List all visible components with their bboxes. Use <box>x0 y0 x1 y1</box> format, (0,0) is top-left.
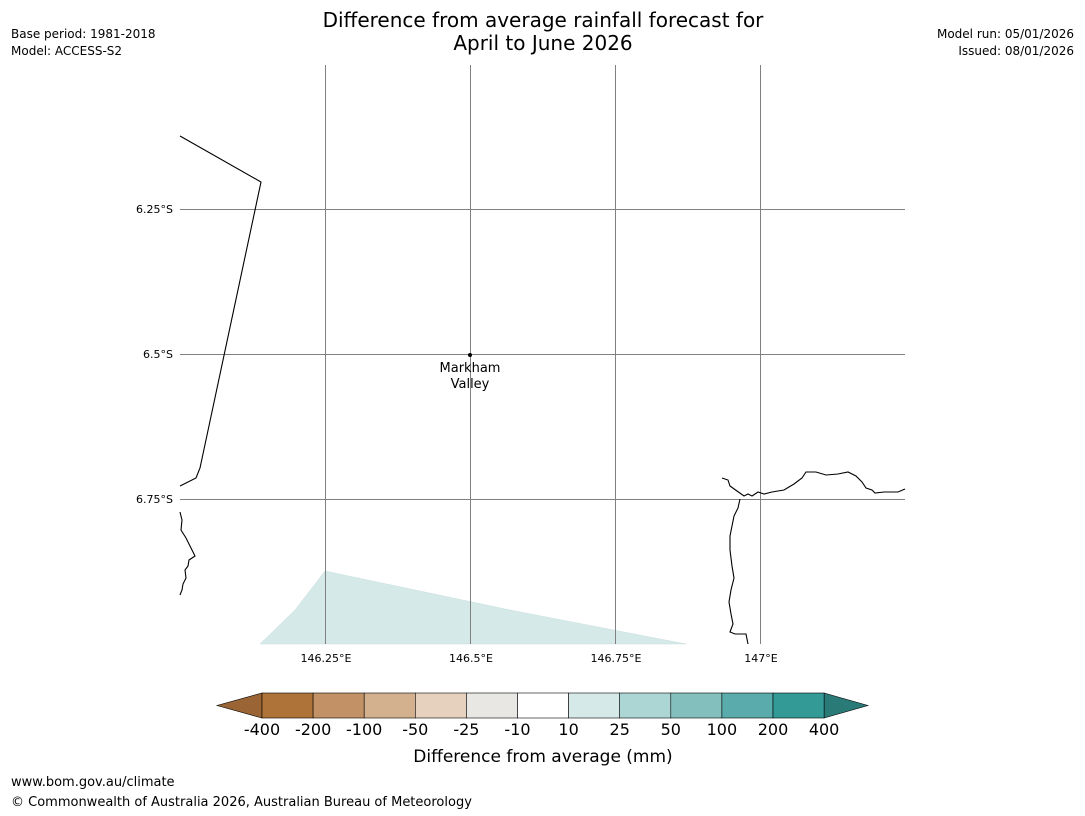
colorbar-tick-label: -400 <box>244 720 280 739</box>
colorbar-swatch <box>670 692 723 719</box>
colorbar-tick-label: -100 <box>346 720 382 739</box>
lon-label: 147°E <box>744 652 777 665</box>
lon-label: 146.75°E <box>591 652 642 665</box>
colorbar-swatch <box>517 692 569 719</box>
colorbar-extend-low <box>215 692 263 719</box>
coastline-southwest <box>179 511 196 596</box>
issued-text: Issued: 08/01/2026 <box>958 44 1074 58</box>
place-label-line1: Markham <box>440 361 501 376</box>
coastline-east <box>721 471 906 497</box>
colorbar-extend-high <box>823 692 870 719</box>
forecast-shaded-region <box>259 570 687 645</box>
lat-label: 6.25°S <box>136 203 173 216</box>
colorbar-swatch <box>772 692 825 719</box>
chart-title-line2: April to June 2026 <box>453 31 633 55</box>
lon-label: 146.5°E <box>449 652 493 665</box>
meta-right: Model run: 05/01/2026 Issued: 08/01/2026 <box>937 26 1074 60</box>
colorbar-tick-label: 50 <box>661 720 681 739</box>
base-period-text: Base period: 1981-2018 <box>11 27 156 41</box>
gridlines <box>180 65 905 644</box>
colorbar-swatch <box>619 692 672 719</box>
colorbar-tick-label: 25 <box>610 720 630 739</box>
chart-title-line1: Difference from average rainfall forecas… <box>322 8 764 32</box>
colorbar-swatch <box>568 692 620 719</box>
model-run-text: Model run: 05/01/2026 <box>936 27 1074 41</box>
meta-left: Base period: 1981-2018 Model: ACCESS-S2 <box>11 26 156 60</box>
model-text: Model: ACCESS-S2 <box>11 44 123 58</box>
coastlines <box>179 135 906 645</box>
colorbar-swatch <box>721 692 774 719</box>
colorbar-title: Difference from average (mm) <box>413 747 672 767</box>
colorbar-tick-label: -50 <box>402 720 428 739</box>
colorbar-tick-label: 400 <box>809 720 840 739</box>
boundary-line-west <box>179 135 262 487</box>
place-marker-dot <box>468 353 472 357</box>
colorbar-tick-label: -200 <box>295 720 331 739</box>
colorbar-swatch <box>261 692 314 719</box>
colorbar-tick-label: -25 <box>453 720 479 739</box>
coastline-east-south <box>728 498 749 645</box>
colorbar-tick-label: 200 <box>758 720 789 739</box>
colorbar-tick-label: 10 <box>558 720 578 739</box>
colorbar-swatch <box>414 692 467 719</box>
colorbar-swatch <box>466 692 518 719</box>
lat-label: 6.5°S <box>143 348 173 361</box>
footer-url: www.bom.gov.au/climate <box>11 775 175 790</box>
colorbar-tick-label: -10 <box>504 720 530 739</box>
colorbar-swatch <box>363 692 416 719</box>
lat-label: 6.75°S <box>136 493 173 506</box>
colorbar-tick-label: 100 <box>707 720 738 739</box>
lon-label: 146.25°E <box>301 652 352 665</box>
colorbar: -400 -200 -100 -50 -25 -10 10 25 50 100 200 400 <box>215 692 870 739</box>
place-label-line2: Valley <box>451 377 490 392</box>
colorbar-swatch <box>312 692 365 719</box>
footer-copyright: © Commonwealth of Australia 2026, Austra… <box>11 795 472 810</box>
